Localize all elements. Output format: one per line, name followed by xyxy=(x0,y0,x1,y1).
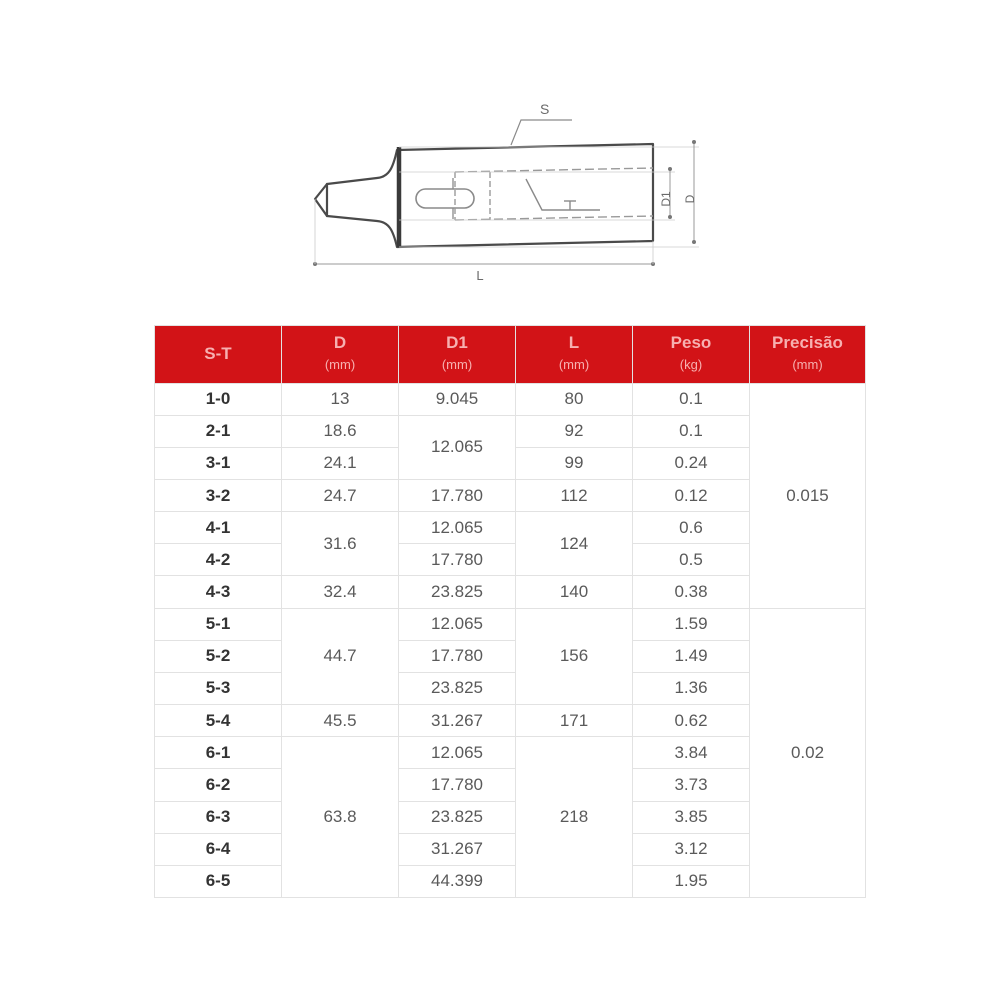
svg-text:L: L xyxy=(476,268,483,283)
svg-text:D1: D1 xyxy=(659,191,673,207)
svg-text:S: S xyxy=(540,101,549,117)
svg-text:D: D xyxy=(683,194,697,203)
